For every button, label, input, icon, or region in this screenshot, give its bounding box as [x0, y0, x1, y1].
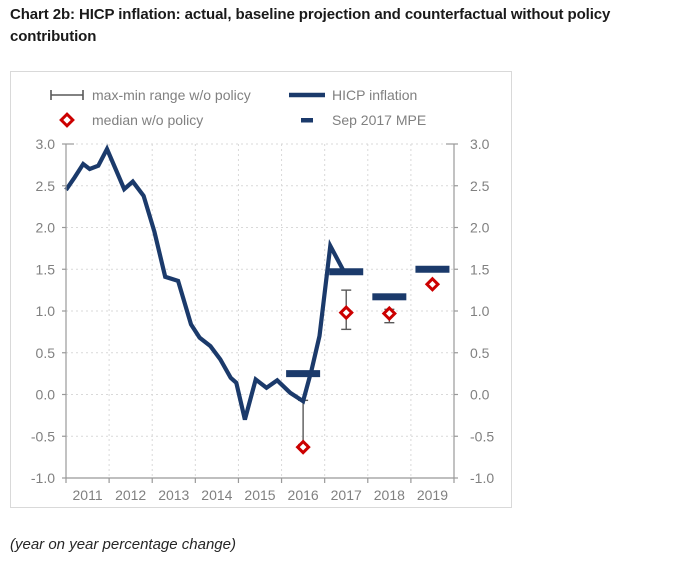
median-diamonds [295, 276, 441, 455]
svg-text:2016: 2016 [288, 487, 319, 503]
y-axis-labels-left: 3.0 2.5 2.0 1.5 1.0 0.5 0.0 -0.5 -1.0 [31, 136, 55, 486]
svg-text:3.0: 3.0 [36, 136, 56, 152]
max-min-range-icon [47, 88, 87, 102]
legend-item-max-min-range: max-min range w/o policy [47, 87, 287, 103]
svg-text:2018: 2018 [374, 487, 405, 503]
svg-text:2.0: 2.0 [36, 220, 56, 236]
svg-text:3.0: 3.0 [470, 136, 490, 152]
legend-label-hicp-inflation: HICP inflation [332, 86, 418, 103]
svg-text:2019: 2019 [417, 487, 448, 503]
svg-text:0.0: 0.0 [36, 387, 56, 403]
svg-text:-0.5: -0.5 [470, 428, 494, 444]
y-axis-labels-right: 3.0 2.5 2.0 1.5 1.0 0.5 0.0 -0.5 -1.0 [470, 136, 494, 486]
svg-text:2011: 2011 [73, 487, 103, 503]
svg-text:2.5: 2.5 [36, 178, 56, 194]
legend: max-min range w/o policy HICP inflation [47, 82, 487, 132]
chart-panel: 3.0 2.5 2.0 1.5 1.0 0.5 0.0 -0.5 -1.0 3.0 2.5 2.0 1.… [10, 71, 512, 508]
svg-text:2013: 2013 [158, 487, 189, 503]
chart-canvas: 3.0 2.5 2.0 1.5 1.0 0.5 0.0 -0.5 -1.0 3.0 2.5 2.0 1.… [31, 136, 494, 503]
mpe-dash-icon [287, 116, 327, 124]
svg-text:1.0: 1.0 [470, 303, 490, 319]
legend-row-1: max-min range w/o policy HICP inflation [47, 82, 487, 107]
legend-label-median: median w/o policy [92, 111, 204, 128]
mpe-dashes [286, 265, 450, 378]
axes [62, 143, 458, 483]
hicp-line [64, 144, 357, 421]
legend-item-mpe: Sep 2017 MPE [287, 112, 426, 128]
svg-text:0.5: 0.5 [470, 345, 490, 361]
svg-text:-1.0: -1.0 [470, 470, 494, 486]
grid-vertical [108, 144, 412, 478]
svg-text:2015: 2015 [244, 487, 275, 503]
svg-text:2017: 2017 [331, 487, 362, 503]
median-diamond-icon [47, 111, 87, 128]
legend-label-max-min-range: max-min range w/o policy [92, 86, 251, 103]
chart-footnote: (year on year percentage change) [10, 536, 236, 553]
legend-label-mpe: Sep 2017 MPE [332, 111, 427, 128]
svg-text:1.5: 1.5 [470, 261, 490, 277]
legend-item-hicp-inflation: HICP inflation [287, 87, 417, 103]
svg-text:0.0: 0.0 [470, 387, 490, 403]
svg-text:-1.0: -1.0 [31, 470, 55, 486]
svg-text:1.5: 1.5 [36, 261, 56, 277]
svg-text:-0.5: -0.5 [31, 428, 55, 444]
legend-row-2: median w/o policy Sep 2017 MPE [47, 107, 487, 132]
svg-text:2.5: 2.5 [470, 178, 490, 194]
svg-text:0.5: 0.5 [36, 345, 56, 361]
chart-title: Chart 2b: HICP inflation: actual, baseli… [10, 6, 611, 45]
svg-text:2.0: 2.0 [470, 220, 490, 236]
hicp-line-icon [287, 91, 327, 99]
legend-item-median: median w/o policy [47, 112, 287, 128]
svg-text:1.0: 1.0 [36, 303, 56, 319]
x-axis-labels: 2011 2012 2013 2014 2015 2016 2017 2018 2019 [73, 487, 449, 503]
svg-text:2014: 2014 [201, 487, 232, 503]
svg-text:2012: 2012 [115, 487, 146, 503]
